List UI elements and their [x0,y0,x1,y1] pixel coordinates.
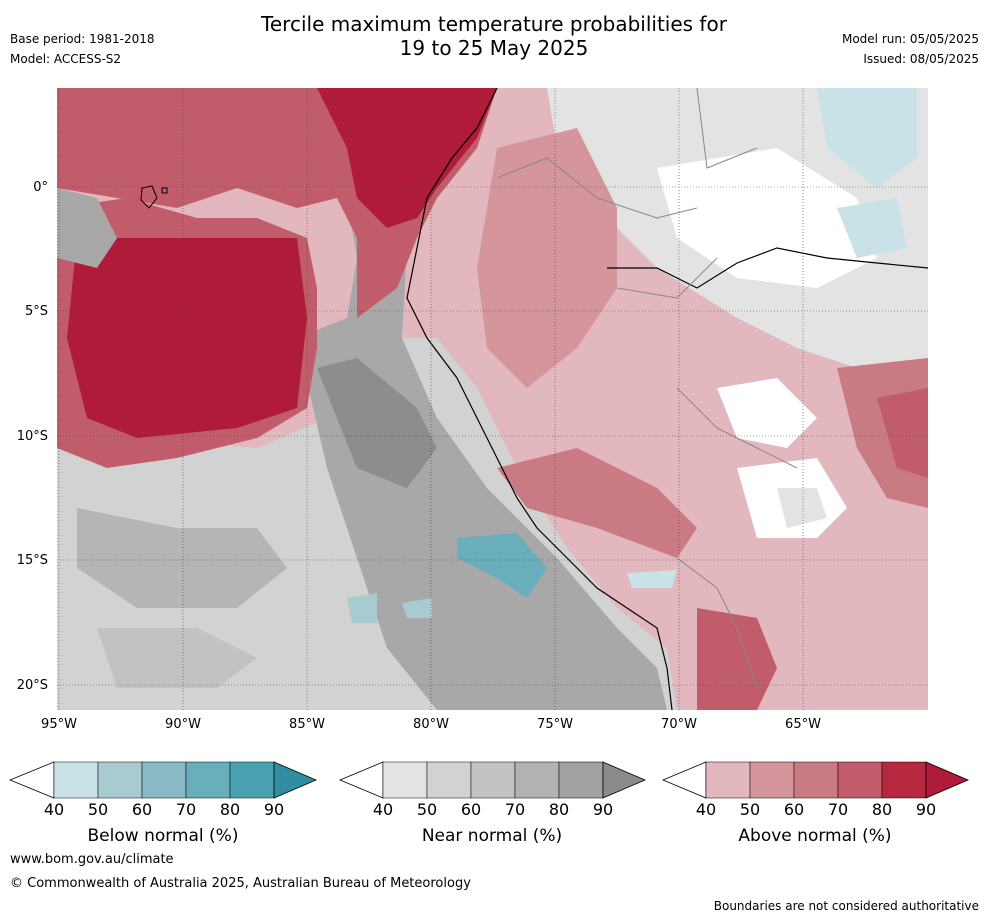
below-normal-coastal [457,533,547,598]
model-name: Model: ACCESS-S2 [10,52,122,66]
cbar-below-title: Below normal (%) [87,826,239,846]
colorbar-near [338,761,647,799]
cbar-near-tick-90: 90 [592,800,614,819]
white-region-north [657,148,877,288]
above-normal-peru-south [497,448,697,558]
near-normal-core [317,358,437,488]
cbar-above-tick-70: 70 [827,800,849,819]
coastline [406,88,673,710]
cbar-above-tick-80: 80 [871,800,893,819]
above-normal-north-core [317,88,497,228]
title-line-1: Tercile maximum temperature probabilitie… [261,12,727,36]
colorbar-below [8,761,318,799]
near-normal-patch-a [77,508,287,608]
colorbar-above [661,761,970,799]
cbar-below-tick-70: 70 [175,800,197,819]
lat-label-20s: 20°S [16,678,48,693]
lon-label-80w: 80°W [413,717,449,732]
copyright-text: © Commonwealth of Australia 2025, Austra… [10,876,471,891]
cbar-above-tick-90: 90 [915,800,937,819]
cbar-near-tick-70: 70 [504,800,526,819]
cbar-below-tick-60: 60 [131,800,153,819]
white-region-central [717,378,817,448]
base-period: Base period: 1981-2018 [10,32,155,46]
near-normal-patch-south [777,488,827,528]
meta-left: Base period: 1981-2018 Model: ACCESS-S2 [10,31,155,71]
cbar-above-tick-50: 50 [739,800,761,819]
lon-label-95w: 95°W [41,717,77,732]
below-normal-patch-c [627,570,677,588]
model-run: Model run: 05/05/2025 [841,32,979,46]
lon-label-65w: 65°W [785,717,821,732]
above-normal-east-core [877,388,928,478]
colorbars-svg [8,761,970,799]
issued-date: Issued: 08/05/2025 [863,52,979,66]
website-link[interactable]: www.bom.gov.au/climate [10,852,174,867]
lon-label-90w: 90°W [165,717,201,732]
lon-label-85w: 85°W [289,717,325,732]
lon-label-75w: 75°W [537,717,573,732]
near-normal-west-edge [57,188,117,268]
below-normal-patch-a [347,593,377,623]
map-svg [57,88,928,710]
lat-label-10s: 10°S [16,429,48,444]
cbar-below-tick-90: 90 [263,800,285,819]
cbar-near-tick-60: 60 [460,800,482,819]
below-normal-north [817,88,917,188]
country-borders [496,88,798,689]
graticule [57,88,928,710]
cbar-near-tick-80: 80 [548,800,570,819]
river-line [607,247,928,289]
boundaries-disclaimer: Boundaries are not considered authoritat… [713,899,979,913]
near-normal-coastal [297,178,667,710]
cbar-above-title: Above normal (%) [738,826,892,846]
lat-label-0: 0° [33,180,48,195]
cbar-below-tick-80: 80 [219,800,241,819]
above-normal-bolivia [697,608,777,710]
lat-label-5s: 5°S [24,304,48,319]
lon-label-70w: 70°W [661,717,697,732]
below-normal-patch-b [402,598,432,618]
cbar-below-tick-40: 40 [43,800,65,819]
cbar-near-tick-40: 40 [372,800,394,819]
galapagos-island [140,185,158,209]
above-normal-peru-north [477,128,617,388]
cbar-near-tick-50: 50 [416,800,438,819]
lat-label-15s: 15°S [16,553,48,568]
cbar-below-tick-50: 50 [87,800,109,819]
near-normal-patch-b [97,628,257,688]
cbar-near-title: Near normal (%) [421,826,563,846]
map-title: Tercile maximum temperature probabilitie… [0,12,988,60]
probability-map [57,88,928,710]
cbar-above-tick-40: 40 [695,800,717,819]
title-line-2: 19 to 25 May 2025 [399,36,589,60]
galapagos-islet [161,187,168,194]
meta-right: Model run: 05/05/2025 Issued: 08/05/2025 [842,31,979,71]
below-normal-north-patch [837,198,907,258]
cbar-above-tick-60: 60 [783,800,805,819]
above-normal-west-core [67,238,307,438]
